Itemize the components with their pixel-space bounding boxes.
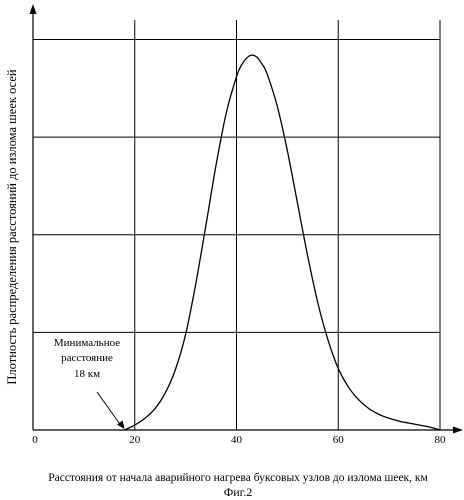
x-tick-labels: 0 20 40 60 80 [32,434,446,446]
density-curve [124,54,441,431]
annotation-arrow-head [116,420,125,429]
annotation-line-3: 18 км [74,368,100,380]
x-tick-label-0: 0 [32,434,38,446]
x-tick-label-40: 40 [231,434,243,446]
annotation-line-1: Минимальное [54,337,120,349]
x-axis-arrow [453,426,463,434]
y-axis-label: Плотность распределения расстояний до из… [5,69,19,385]
grid-layer [33,20,441,430]
figure-caption: Фиг.2 [224,485,252,499]
x-tick-label-80: 80 [435,434,447,446]
annotation-line-2: расстояние [61,352,113,364]
y-axis-arrow [29,4,37,14]
annotation-arrow-line [96,391,121,426]
x-tick-label-60: 60 [333,434,345,446]
x-tick-label-20: 20 [129,434,141,446]
min-distance-annotation: Минимальное расстояние 18 км [54,337,125,429]
x-axis-label: Расстояния от начала аварийного нагрева … [48,472,428,484]
